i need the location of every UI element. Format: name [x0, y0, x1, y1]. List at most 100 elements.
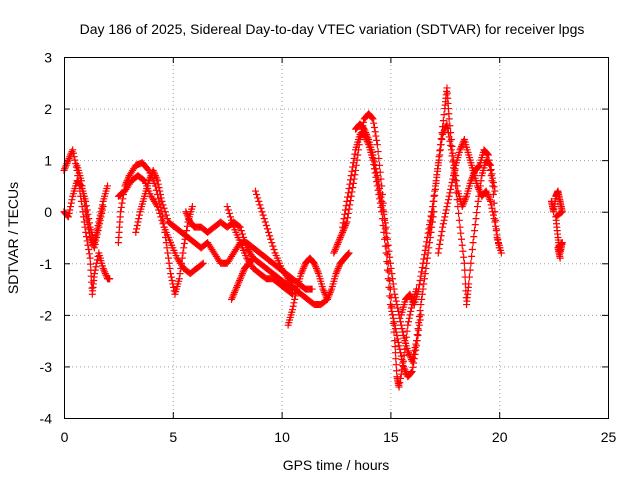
y-tick-label: -3: [40, 359, 53, 375]
data-point: [414, 325, 422, 333]
data-point: [261, 218, 269, 226]
data-point: [377, 193, 385, 201]
data-point: [351, 150, 359, 158]
data-point: [78, 182, 86, 190]
data-point: [409, 354, 417, 362]
data-point: [91, 266, 99, 274]
data-point: [256, 201, 264, 209]
data-point: [86, 254, 94, 262]
data-point: [410, 350, 418, 358]
data-point: [339, 223, 347, 231]
data-point: [372, 132, 380, 140]
data-point: [334, 239, 342, 247]
data-point: [153, 175, 161, 183]
series-sat-R: [434, 136, 503, 257]
data-point: [334, 264, 342, 272]
data-point: [333, 242, 341, 250]
data-point: [386, 292, 394, 300]
data-point: [270, 246, 278, 254]
data-point: [230, 289, 238, 297]
data-point: [407, 368, 415, 376]
data-point: [236, 223, 244, 231]
data-point: [436, 240, 444, 248]
data-point: [491, 187, 499, 195]
data-point: [77, 177, 85, 185]
data-point: [230, 290, 238, 298]
data-point: [418, 268, 426, 276]
data-point: [85, 250, 93, 258]
data-point: [487, 201, 495, 209]
data-point: [157, 213, 165, 221]
data-point: [344, 189, 352, 197]
data-point: [183, 211, 191, 219]
data-point: [183, 222, 191, 230]
data-point: [80, 197, 88, 205]
data-point: [345, 249, 353, 257]
data-point: [468, 246, 476, 254]
data-point: [448, 142, 456, 150]
data-point: [146, 175, 154, 183]
data-point: [414, 331, 422, 339]
data-point: [370, 154, 378, 162]
data-point: [370, 123, 378, 131]
data-point: [457, 144, 465, 152]
data-point: [257, 204, 265, 212]
data-point: [487, 166, 495, 174]
data-point: [420, 251, 428, 259]
data-point: [61, 163, 69, 171]
data-point: [238, 271, 246, 279]
data-point: [435, 156, 443, 164]
data-point: [262, 221, 270, 229]
data-point: [492, 216, 500, 224]
data-point: [437, 232, 445, 240]
data-point: [413, 337, 421, 345]
data-point: [70, 153, 78, 161]
data-point: [439, 223, 447, 231]
data-point: [371, 128, 379, 136]
data-point: [391, 321, 399, 329]
data-point: [416, 276, 424, 284]
data-point: [442, 206, 450, 214]
data-point: [379, 206, 387, 214]
data-point: [439, 130, 447, 138]
data-point: [238, 230, 246, 238]
data-point: [415, 285, 423, 293]
data-point: [373, 168, 381, 176]
data-point: [343, 197, 351, 205]
data-point: [407, 294, 415, 302]
data-point: [345, 185, 353, 193]
data-point: [387, 304, 395, 312]
data-point: [229, 220, 237, 228]
data-point: [233, 283, 241, 291]
data-point: [473, 182, 481, 190]
data-point: [94, 227, 102, 235]
y-tick-label: 0: [44, 204, 52, 220]
data-point: [98, 209, 106, 217]
data-point: [401, 366, 409, 374]
series-sat-I: [223, 203, 296, 298]
data-point: [199, 259, 207, 267]
data-point: [415, 326, 423, 334]
y-tick-label: -4: [40, 411, 53, 427]
data-point: [82, 208, 90, 216]
data-point: [155, 206, 163, 214]
data-point: [431, 185, 439, 193]
data-point: [395, 342, 403, 350]
data-point: [235, 222, 243, 230]
data-point: [396, 314, 404, 322]
data-point: [449, 175, 457, 183]
data-point: [445, 133, 453, 141]
data-point: [224, 206, 232, 214]
data-point: [97, 213, 105, 221]
data-point: [420, 275, 428, 283]
data-point: [392, 297, 400, 305]
data-point: [83, 216, 91, 224]
data-point: [466, 266, 474, 274]
data-point: [331, 246, 339, 254]
data-point: [337, 232, 345, 240]
data-point: [484, 191, 492, 199]
y-tick-label: 1: [44, 153, 52, 169]
data-point: [67, 203, 75, 211]
data-point: [333, 266, 341, 274]
data-point: [383, 235, 391, 243]
